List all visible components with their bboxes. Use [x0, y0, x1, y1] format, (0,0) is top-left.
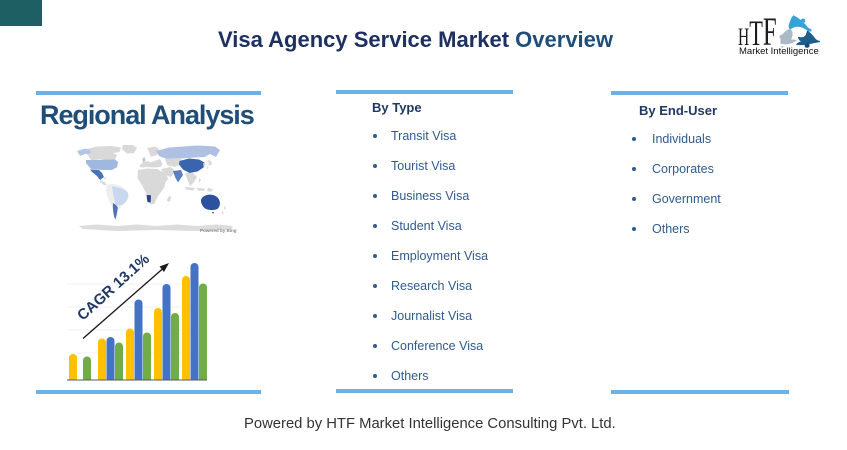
svg-text:Powered by Bing: Powered by Bing	[200, 228, 237, 233]
